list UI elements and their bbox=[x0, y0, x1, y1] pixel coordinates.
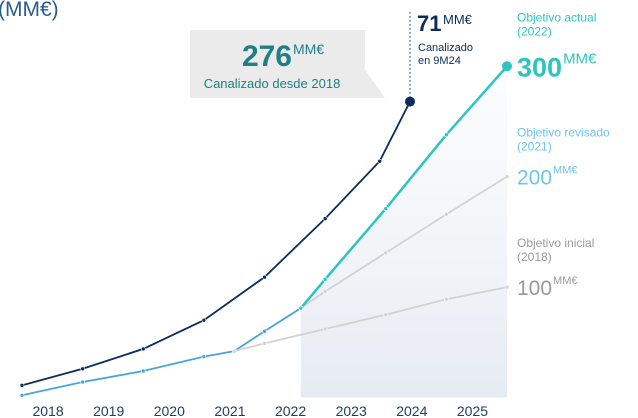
point bbox=[80, 366, 85, 372]
series-line bbox=[21, 307, 302, 397]
x-tick-label: 2023 bbox=[336, 403, 367, 418]
point bbox=[383, 250, 389, 256]
target-year: (2018) bbox=[517, 250, 552, 264]
target-value: 100 bbox=[517, 277, 552, 300]
point bbox=[231, 348, 237, 354]
point bbox=[80, 379, 85, 385]
point bbox=[19, 392, 25, 398]
x-tick-label: 2022 bbox=[275, 403, 306, 418]
point bbox=[140, 346, 146, 352]
target-unit: MM€ bbox=[553, 275, 577, 287]
point bbox=[383, 312, 389, 317]
point bbox=[201, 354, 207, 359]
chart-title: (MM€) bbox=[0, 0, 59, 21]
point bbox=[262, 341, 267, 346]
point bbox=[322, 326, 328, 332]
callout-text: Canalizado desde 2018 bbox=[204, 76, 341, 91]
x-tick-label: 2018 bbox=[32, 403, 63, 418]
note-line: Canalizado bbox=[418, 42, 473, 54]
note-line: en 9M24 bbox=[418, 55, 461, 67]
target-unit: MM€ bbox=[553, 165, 577, 177]
note-unit: MM€ bbox=[443, 12, 473, 27]
x-tick-label: 2019 bbox=[93, 403, 124, 418]
x-tick-label: 2020 bbox=[154, 403, 185, 418]
x-tick-label: 2025 bbox=[457, 403, 488, 418]
point bbox=[504, 284, 510, 290]
point bbox=[444, 296, 449, 302]
series-line bbox=[21, 101, 411, 387]
target-unit: MM€ bbox=[563, 50, 597, 67]
callout: 276 MM€ Canalizado desde 2018 bbox=[204, 40, 341, 91]
point bbox=[322, 216, 328, 221]
target-value: 300 bbox=[517, 52, 562, 82]
point bbox=[322, 289, 328, 294]
point bbox=[201, 317, 207, 323]
target-value: 200 bbox=[517, 167, 552, 190]
target-name: Objetivo actual bbox=[517, 10, 596, 24]
note-value: 71 bbox=[417, 11, 441, 36]
area-shade bbox=[300, 66, 507, 398]
callout-box bbox=[190, 30, 385, 98]
point bbox=[405, 96, 415, 107]
target-name: Objetivo revisado bbox=[517, 126, 610, 140]
point bbox=[262, 328, 267, 334]
x-tick-label: 2021 bbox=[214, 403, 245, 418]
target-label: Objetivo inicial(2018) 100 MM€ bbox=[517, 236, 594, 300]
point bbox=[444, 211, 449, 217]
point bbox=[444, 132, 449, 138]
period-note: 71 MM€ Canalizado en 9M24 bbox=[417, 11, 473, 67]
x-tick-label: 2024 bbox=[396, 403, 427, 418]
target-label: Objetivo actual(2022) 300 MM€ bbox=[517, 10, 597, 82]
callout-value: 276 bbox=[242, 40, 292, 73]
callout-unit: MM€ bbox=[293, 41, 324, 57]
point bbox=[502, 61, 512, 72]
target-year: (2021) bbox=[517, 140, 552, 154]
target-name: Objetivo inicial bbox=[517, 236, 594, 250]
point bbox=[377, 158, 382, 164]
target-year: (2022) bbox=[517, 24, 552, 38]
point bbox=[504, 174, 510, 179]
point bbox=[298, 305, 304, 311]
point bbox=[140, 368, 146, 374]
target-label: Objetivo revisado(2021) 200 MM€ bbox=[517, 126, 610, 190]
point bbox=[262, 274, 267, 280]
point bbox=[19, 383, 25, 388]
point bbox=[383, 206, 389, 211]
point bbox=[322, 277, 328, 282]
series-line bbox=[233, 286, 508, 352]
